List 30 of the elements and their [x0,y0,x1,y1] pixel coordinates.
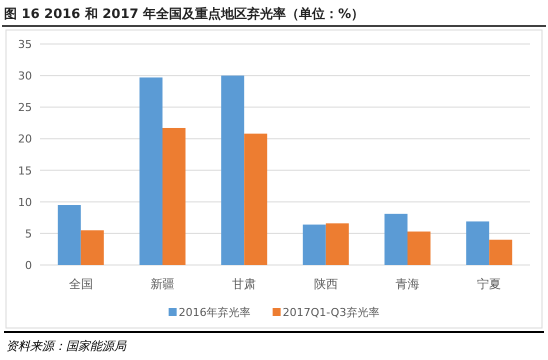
bar [140,77,162,265]
x-tick-label: 陕西 [314,277,338,291]
x-tick-label: 甘肃 [232,277,256,291]
x-tick-label: 青海 [396,277,420,291]
x-tick-label: 全国 [68,277,93,291]
bar [244,134,268,265]
y-tick-label: 0 [25,259,32,272]
x-tick-label: 新疆 [150,277,174,291]
bar [466,221,490,265]
bar [80,230,104,265]
bar [326,223,349,265]
text: 资料来源：国家能源局 [6,339,127,353]
y-tick-label: 25 [18,101,32,114]
y-tick-label: 35 [18,38,32,51]
bar [162,128,186,265]
x-tick-label: 宁夏 [477,277,502,291]
legend-label: 2017Q1-Q3弃光率 [282,306,380,319]
legend-label: 2016年弃光率 [178,306,251,319]
bar [384,214,408,265]
y-tick-label: 5 [25,227,32,240]
y-tick-label: 20 [18,132,32,146]
y-tick-label: 10 [18,196,32,209]
bar [408,232,430,265]
bar [58,205,81,265]
chart-title: 图 16 2016 和 2017 年全国及重点地区弃光率（单位：%） [4,6,364,22]
bar [221,76,244,265]
bar [302,224,326,265]
y-tick-label: 30 [18,70,32,83]
y-tick-label: 15 [18,164,32,178]
bar [489,240,512,265]
